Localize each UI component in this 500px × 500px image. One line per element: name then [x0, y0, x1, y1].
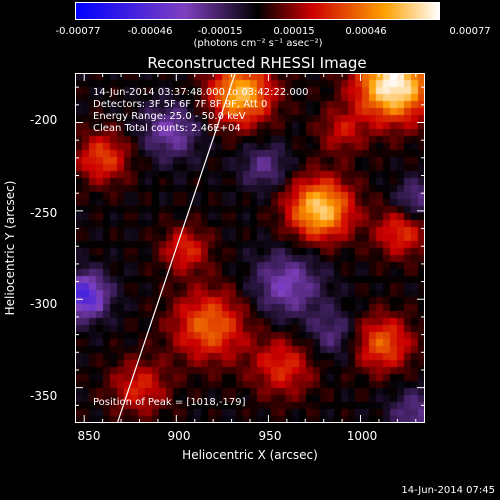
colorbar-tick: -0.00015 — [197, 26, 243, 37]
x-tick-label: 850 — [77, 429, 101, 443]
peak-position-text: Position of Peak = [1018,-179] — [93, 397, 246, 408]
plot-overlay — [75, 73, 425, 423]
y-tick-label: -250 — [30, 206, 58, 220]
colorbar-tick: 0.00046 — [345, 26, 387, 37]
clean-counts-text: Clean Total counts: 2.46E+04 — [93, 123, 241, 134]
detectors-text: Detectors: 3F 5F 6F 7F 8F 9F, Att 0 — [93, 99, 268, 110]
energy-range-text: Energy Range: 25.0 - 50.0 keV — [93, 111, 246, 122]
heatmap-image — [75, 73, 425, 423]
y-tick-label: -300 — [30, 297, 58, 311]
colorbar-tick: 0.00077 — [449, 26, 491, 37]
y-tick-label: -350 — [30, 389, 58, 403]
axis-ticks — [75, 73, 425, 423]
y-axis-label: Heliocentric Y (arcsec) — [3, 180, 17, 316]
y-tick-label: -200 — [30, 113, 58, 127]
colorbar-tick: 0.00015 — [273, 26, 315, 37]
colorbar-units: (photons cm⁻² s⁻¹ asec⁻²) — [193, 38, 323, 49]
x-axis-label: Heliocentric X (arcsec) — [182, 448, 318, 462]
solar-limb-line — [116, 73, 236, 423]
x-tick-label: 900 — [167, 429, 191, 443]
plot-title: Reconstructed RHESSI Image — [147, 54, 367, 72]
colorbar-tick: -0.00046 — [127, 26, 173, 37]
colorbar — [75, 2, 440, 20]
time-range-text: 14-Jun-2014 03:37:48.000 to 03:42:22.000 — [93, 87, 309, 98]
x-tick-label: 950 — [258, 429, 282, 443]
plot-area — [75, 73, 425, 423]
colorbar-tick: -0.00077 — [55, 26, 101, 37]
x-tick-label: 1000 — [346, 429, 378, 443]
timestamp: 14-Jun-2014 07:45 — [401, 485, 495, 496]
